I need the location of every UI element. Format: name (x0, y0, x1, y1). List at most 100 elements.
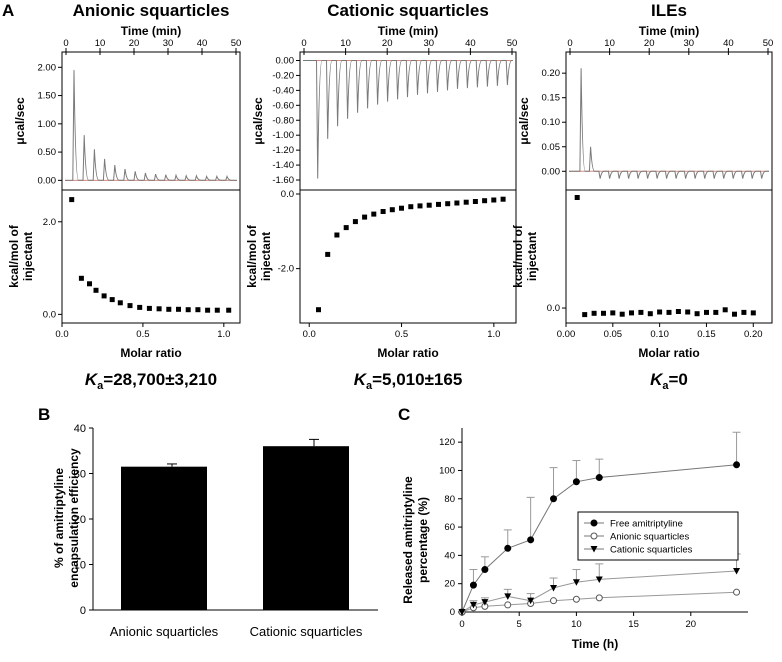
itc-data-point (463, 199, 469, 205)
ka-number: =5,010±165 (372, 370, 462, 389)
panel-c-y-tick-label: 40 (444, 550, 455, 561)
itc-data-point (591, 310, 597, 316)
panel-c-marker-anionic (550, 597, 558, 605)
panel-c-marker-cationic (504, 593, 512, 600)
itc-ratio-tick-label: 0.0 (303, 329, 316, 340)
panel-b-y-tick-label: 20 (74, 514, 86, 526)
panel-c-marker-cationic (458, 609, 466, 616)
itc-ratio-tick-label: 0.10 (650, 329, 669, 340)
itc-thermogram-trace (64, 70, 238, 181)
itc-enthalpy-tick-label: 0.0 (281, 189, 294, 200)
panel-c-y-tick-label: 80 (444, 494, 455, 505)
itc-data-point (647, 311, 653, 317)
itc-time-tick-label: 0 (301, 38, 306, 49)
itc-data-point (685, 309, 691, 315)
itc-time-tick-label: 50 (507, 38, 518, 49)
itc-data-point (380, 209, 386, 214)
itc-data-point (69, 197, 75, 203)
itc-time-axis-label: Time (min) (639, 24, 699, 38)
itc-rate-tick-label: -1.60 (272, 175, 294, 186)
itc-ka-value: Ka=28,700±3,210 (85, 370, 217, 392)
itc-enthalpy-axis-label-line1: kcal/mol of (7, 224, 21, 288)
itc-ratio-tick-label: 1.0 (217, 329, 230, 340)
itc-rate-tick-label: -1.00 (272, 130, 294, 141)
itc-ratio-axis-label: Molar ratio (377, 346, 438, 360)
itc-data-point (78, 275, 84, 281)
panel-c-marker-free (572, 478, 580, 486)
panel-b-ylabel-line1: % of amitriptyline (52, 468, 66, 568)
itc-thermogram-frame (565, 51, 773, 191)
itc-data-point (362, 214, 368, 220)
itc-data-point (371, 211, 377, 217)
itc-data-point (750, 310, 756, 316)
itc-data-point (582, 312, 588, 318)
itc-ratio-axis-label: Molar ratio (120, 346, 181, 360)
panel-c-marker-cationic (527, 597, 535, 605)
itc-data-point (694, 311, 700, 317)
panel-c-marker-free (527, 536, 535, 544)
itc-rate-tick-label: -0.60 (272, 100, 294, 111)
itc-rate-tick-label: 0.20 (542, 68, 561, 79)
itc-data-point (399, 205, 404, 211)
itc-data-point (638, 309, 644, 315)
itc-data-point (226, 307, 232, 313)
itc-time-tick-label: 0 (63, 38, 68, 49)
panel-c-x-axis-label: Time (h) (572, 637, 618, 651)
itc-rate-tick-label: 0.15 (542, 93, 561, 104)
itc-data-point (574, 195, 580, 200)
itc-ratio-tick-label: 0.00 (557, 329, 576, 340)
panel-c-legend-label: Cationic squarticles (610, 545, 693, 556)
itc-time-axis-label: Time (min) (378, 24, 438, 38)
itc-ratio-tick-label: 0.5 (395, 329, 408, 340)
itc-time-tick-label: 20 (382, 38, 393, 49)
itc-panel-cationic: Cationic squarticles Time (min) 0 10 20 30 40 5… (245, 1, 517, 392)
itc-data-point (146, 305, 152, 311)
itc-data-point (601, 310, 606, 316)
itc-data-point (389, 207, 395, 213)
itc-rate-tick-label: 0.50 (38, 147, 57, 158)
itc-data-point (117, 300, 123, 306)
ka-symbol: K (650, 370, 664, 389)
itc-data-point (741, 309, 747, 315)
itc-title: Anionic squarticles (73, 1, 230, 20)
itc-time-tick-label: 50 (231, 38, 242, 49)
panel-b-y-tick-label: 40 (74, 423, 86, 435)
panel-c-x-tick-label: 0 (459, 619, 464, 630)
itc-enthalpy-axis-label-line1: kcal/mol of (511, 224, 525, 288)
itc-data-point (722, 307, 728, 313)
panel-c-marker-free (733, 461, 741, 469)
itc-thermogram-frame (61, 51, 241, 191)
itc-panel-iles: ILEs Time (min) 0 10 20 30 40 50 0.00 0.05 0.10 0.1… (511, 1, 773, 392)
itc-data-point (500, 196, 506, 202)
itc-time-tick-label: 20 (644, 38, 655, 49)
itc-enthalpy-tick-label: 0.0 (547, 303, 560, 314)
itc-rate-tick-label: -1.20 (272, 145, 294, 156)
itc-title: Cationic squarticles (327, 1, 489, 20)
itc-rate-tick-label: 1.00 (38, 119, 57, 130)
panel-b-y-tick-label: 10 (74, 560, 86, 572)
itc-data-point (713, 309, 719, 315)
ka-symbol: K (354, 370, 368, 389)
panel-c-y-tick-label: 20 (444, 579, 455, 590)
itc-data-point (101, 293, 107, 299)
itc-data-point (472, 199, 478, 204)
panel-c-marker-free (469, 581, 477, 589)
panel-c-marker-cationic (590, 546, 598, 553)
panel-c-marker-anionic (733, 588, 741, 596)
ka-subscript: a (662, 380, 669, 392)
itc-enthalpy-axis-label-line2: injectant (259, 232, 273, 281)
itc-data-point (156, 306, 162, 312)
itc-rate-tick-label: 0.05 (542, 142, 561, 153)
itc-data-point (445, 201, 451, 207)
itc-data-point (352, 219, 358, 225)
itc-data-point (610, 310, 616, 316)
itc-time-tick-label: 30 (163, 38, 174, 49)
panel-c-legend-box (577, 511, 739, 561)
itc-data-point (205, 307, 211, 313)
itc-data-point (176, 306, 181, 312)
itc-data-point (87, 281, 92, 287)
panel-c-x-tick-label: 15 (628, 619, 639, 630)
itc-ratio-tick-label: 0.05 (604, 329, 623, 340)
itc-data-point (666, 309, 672, 315)
